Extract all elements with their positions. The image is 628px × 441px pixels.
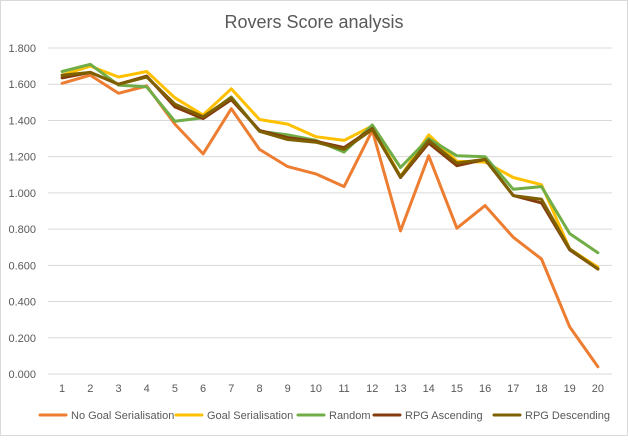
legend-label: Goal Serialisation [207,410,293,422]
y-tick-label: 0.200 [8,333,36,345]
y-tick-label: 0.400 [8,297,36,309]
y-tick-label: 0.800 [8,224,36,236]
series-line-3 [60,62,600,255]
x-tick-label: 8 [256,383,262,395]
chart-title: Rovers Score analysis [224,12,403,32]
y-tick-label: 1.000 [8,188,36,200]
x-tick-label: 12 [366,383,378,395]
x-tick-label: 14 [423,383,435,395]
legend-label: No Goal Serialisation [71,410,174,422]
y-tick-label: 1.200 [8,152,36,164]
legend-label: RPG Descending [525,410,610,422]
x-tick-label: 9 [285,383,291,395]
series-line-1 [60,73,600,369]
x-tick-label: 4 [144,383,150,395]
y-tick-label: 1.400 [8,115,36,127]
series-line-5 [60,70,600,271]
x-tick-label: 10 [310,383,322,395]
x-tick-label: 15 [451,383,463,395]
legend: No Goal Serialisation Goal Serialisation R… [38,410,610,422]
x-tick-label: 1 [59,383,65,395]
x-tick-label: 18 [535,383,547,395]
y-axis-ticks: 0.000 0.200 0.400 0.600 0.800 1.000 1.200 1.400… [8,43,36,381]
y-tick-label: 0.600 [8,260,36,272]
x-tick-label: 5 [172,383,178,395]
y-tick-label: 1.800 [8,43,36,55]
x-tick-label: 16 [479,383,491,395]
x-tick-label: 20 [592,383,604,395]
x-tick-label: 11 [338,383,349,395]
x-tick-label: 6 [200,383,206,395]
legend-label: Random [329,410,371,422]
x-tick-label: 17 [507,383,519,395]
x-tick-label: 19 [564,383,576,395]
series-line-2 [60,64,600,269]
x-axis-ticks: 1 2 3 4 5 6 7 8 9 10 11 12 13 14 15 16 17 18 19 20 [59,383,604,395]
gridlines [48,47,612,375]
x-tick-label: 3 [115,383,121,395]
x-tick-label: 7 [228,383,234,395]
y-tick-label: 0.000 [8,369,36,381]
series-lines [60,62,600,369]
x-tick-label: 13 [394,383,406,395]
y-tick-label: 1.600 [8,79,36,91]
legend-label: RPG Ascending [405,410,483,422]
x-tick-label: 2 [87,383,93,395]
